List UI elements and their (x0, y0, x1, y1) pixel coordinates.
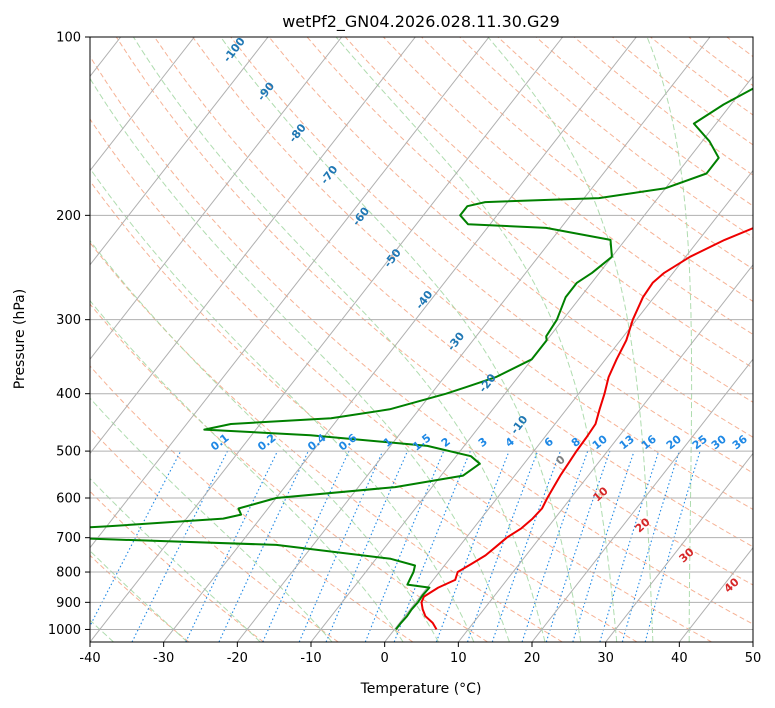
isotherm-line (90, 37, 490, 549)
dry-adiabat (154, 37, 753, 548)
y-tick-label: 700 (56, 531, 81, 546)
isotherm-line (605, 452, 753, 642)
temperature-profile-line (420, 227, 753, 630)
isotherm-line (90, 37, 343, 360)
moist-adiabat (90, 77, 510, 642)
moist-adiabat (132, 37, 546, 642)
dry-adiabat (90, 241, 563, 642)
dry-adiabat (306, 37, 753, 403)
mixing-ratio-line (325, 450, 409, 642)
x-axis-label: Temperature (°C) (360, 681, 482, 697)
dry-adiabat (90, 365, 414, 642)
mixing-ratio-line (466, 450, 539, 642)
mixing-ratio-line (545, 450, 611, 642)
x-tick-label: 50 (745, 651, 762, 666)
chart-title: wetPf2_GN04.2026.028.11.30.G29 (282, 12, 560, 32)
dry-adiabat (90, 554, 190, 642)
dry-adiabat (90, 490, 264, 642)
moist-adiabat (487, 37, 654, 642)
y-tick-label: 800 (56, 566, 81, 581)
dry-adiabat (115, 37, 753, 586)
y-axis-label: Pressure (hPa) (12, 289, 28, 389)
x-tick-label: 30 (597, 651, 614, 666)
x-tick-label: 0 (381, 651, 389, 666)
mixing-ratio-line (599, 450, 660, 642)
isotherm-line (531, 358, 753, 642)
mixing-ratio-line (491, 450, 561, 642)
x-tick-label: -10 (300, 651, 321, 666)
isotherm-line (90, 37, 416, 455)
plot-area (90, 37, 753, 642)
dry-adiabat (192, 37, 753, 511)
moist-adiabat (335, 37, 618, 642)
x-tick-label: 20 (524, 651, 541, 666)
y-tick-label: 600 (56, 492, 81, 507)
isotherm-line (90, 37, 195, 172)
isotherm-line (163, 37, 637, 642)
mixing-ratio-line (364, 450, 445, 642)
dry-adiabat (230, 37, 753, 474)
x-tick-label: -40 (79, 651, 100, 666)
mixing-ratio-line (521, 450, 589, 642)
x-tick-label: 10 (450, 651, 467, 666)
x-tick-label: 40 (671, 651, 688, 666)
moist-adiabat (90, 167, 475, 642)
dry-adiabat (344, 37, 753, 369)
y-tick-label: 900 (56, 596, 81, 611)
mixing-ratio-line (572, 450, 635, 642)
y-tick-label: 1000 (48, 623, 81, 638)
moist-adiabat (90, 239, 439, 642)
dewpoint-profile-line (90, 87, 753, 631)
moist-adiabat (90, 397, 333, 642)
dry-adiabat (383, 37, 753, 335)
mixing-ratio-line (621, 450, 680, 642)
dry-adiabat (90, 303, 488, 642)
mixing-ratio-line (262, 450, 350, 642)
isotherm-line (90, 37, 269, 266)
mixing-ratio-line (298, 450, 384, 642)
isotherm-line (236, 37, 711, 642)
y-tick-label: 500 (56, 445, 81, 460)
dry-adiabat (90, 118, 712, 642)
y-tick-label: 300 (56, 313, 81, 328)
isotherm-line (384, 169, 753, 642)
x-tick-label: -20 (227, 651, 248, 666)
isotherm-line (457, 264, 753, 642)
x-tick-label: -30 (153, 651, 174, 666)
mixing-ratio-line (435, 450, 510, 642)
y-tick-label: 400 (56, 387, 81, 402)
y-tick-label: 200 (56, 209, 81, 224)
y-tick-label: 100 (56, 31, 81, 46)
moist-adiabat (646, 37, 693, 642)
